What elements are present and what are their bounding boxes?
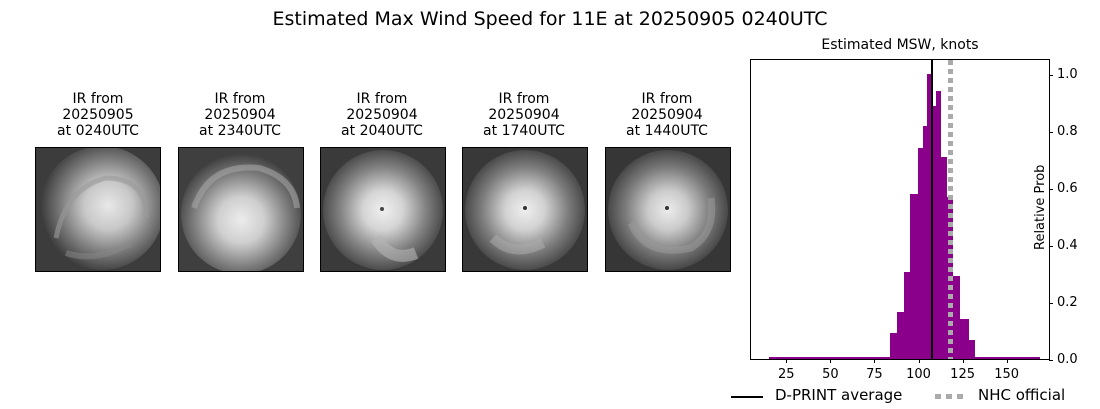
ir-title-line: IR from xyxy=(356,91,408,107)
histogram-bar xyxy=(952,276,960,359)
x-tick-label: 100 xyxy=(906,367,931,382)
y-tick xyxy=(1049,75,1053,77)
y-tick xyxy=(1049,189,1053,191)
histogram-plot-area xyxy=(750,59,1050,360)
ir-title-date: 20250905 xyxy=(62,107,134,123)
x-tick xyxy=(786,359,788,363)
x-tick-label: 150 xyxy=(994,367,1020,382)
y-tick-label: 0.8 xyxy=(1057,124,1078,140)
y-tick xyxy=(1049,246,1053,248)
x-tick xyxy=(874,359,876,363)
histogram-bar xyxy=(959,319,969,359)
nhc-official-line xyxy=(947,60,953,359)
ir-image-3 xyxy=(320,147,446,272)
legend-dprint-line-icon xyxy=(731,396,763,398)
legend-nhc-label: NHC official xyxy=(978,386,1066,404)
ir-title-time: at 2340UTC xyxy=(199,123,281,139)
histogram-bar xyxy=(897,312,905,359)
histogram-bar xyxy=(936,91,941,359)
ir-title-time: at 1740UTC xyxy=(483,123,565,139)
histogram-bar xyxy=(768,357,891,359)
ir-title-date: 20250904 xyxy=(488,107,560,123)
y-tick-label: 1.0 xyxy=(1057,67,1078,83)
ir-title-date: 20250904 xyxy=(204,107,276,123)
legend-nhc-dots-icon xyxy=(935,394,967,399)
histogram-bar xyxy=(890,333,898,359)
ir-title-line: IR from xyxy=(214,91,266,107)
x-tick xyxy=(962,359,964,363)
histogram-bar xyxy=(904,272,910,359)
histogram-bar xyxy=(909,193,918,359)
x-tick-label: 25 xyxy=(777,367,795,382)
suptitle: Estimated Max Wind Speed for 11E at 2025… xyxy=(272,8,828,30)
ir-image-1 xyxy=(35,147,161,272)
histogram-bar xyxy=(922,125,928,359)
x-tick xyxy=(830,359,832,363)
y-tick xyxy=(1049,303,1053,305)
histogram-bar xyxy=(940,156,947,359)
ir-title-line: IR from xyxy=(72,91,124,107)
histogram-bar xyxy=(968,339,975,359)
histogram-bar xyxy=(927,74,933,359)
ir-panel-title-4: IR from 20250904 at 1740UTC xyxy=(444,91,604,139)
y-tick-label: 0.0 xyxy=(1057,352,1078,367)
y-tick-label: 0.4 xyxy=(1057,238,1078,254)
x-tick-label: 125 xyxy=(950,367,975,382)
y-axis-title: Relative Prob xyxy=(1033,164,1048,250)
y-tick xyxy=(1049,360,1053,361)
y-tick-label: 0.2 xyxy=(1057,295,1078,311)
ir-title-time: at 1440UTC xyxy=(626,123,708,139)
ir-image-5 xyxy=(605,147,731,272)
ir-panel-title-3: IR from 20250904 at 2040UTC xyxy=(302,91,462,139)
y-tick xyxy=(1049,132,1053,134)
ir-panel-title-5: IR from 20250904 at 1440UTC xyxy=(587,91,747,139)
ir-title-time: at 0240UTC xyxy=(57,123,139,139)
ir-title-time: at 2040UTC xyxy=(341,123,423,139)
histogram-title: Estimated MSW, knots xyxy=(821,37,979,53)
ir-title-line: IR from xyxy=(498,91,550,107)
ir-image-4 xyxy=(462,147,588,272)
y-tick-label: 0.6 xyxy=(1057,181,1078,197)
x-tick xyxy=(918,359,920,363)
histogram-bar xyxy=(932,105,937,359)
histogram-bar xyxy=(917,148,923,359)
histogram-bar xyxy=(974,357,1041,359)
x-tick xyxy=(1006,359,1008,363)
dprint-average-line xyxy=(930,60,933,359)
ir-panel-title-2: IR from 20250904 at 2340UTC xyxy=(160,91,320,139)
ir-title-line: IR from xyxy=(641,91,693,107)
ir-title-date: 20250904 xyxy=(631,107,703,123)
x-tick-label: 50 xyxy=(822,367,839,382)
x-tick-label: 75 xyxy=(866,367,883,382)
legend-dprint-label: D-PRINT average xyxy=(775,386,903,404)
ir-title-date: 20250904 xyxy=(346,107,418,123)
ir-image-2 xyxy=(178,147,304,272)
ir-panel-title-1: IR from 20250905 at 0240UTC xyxy=(18,91,178,139)
